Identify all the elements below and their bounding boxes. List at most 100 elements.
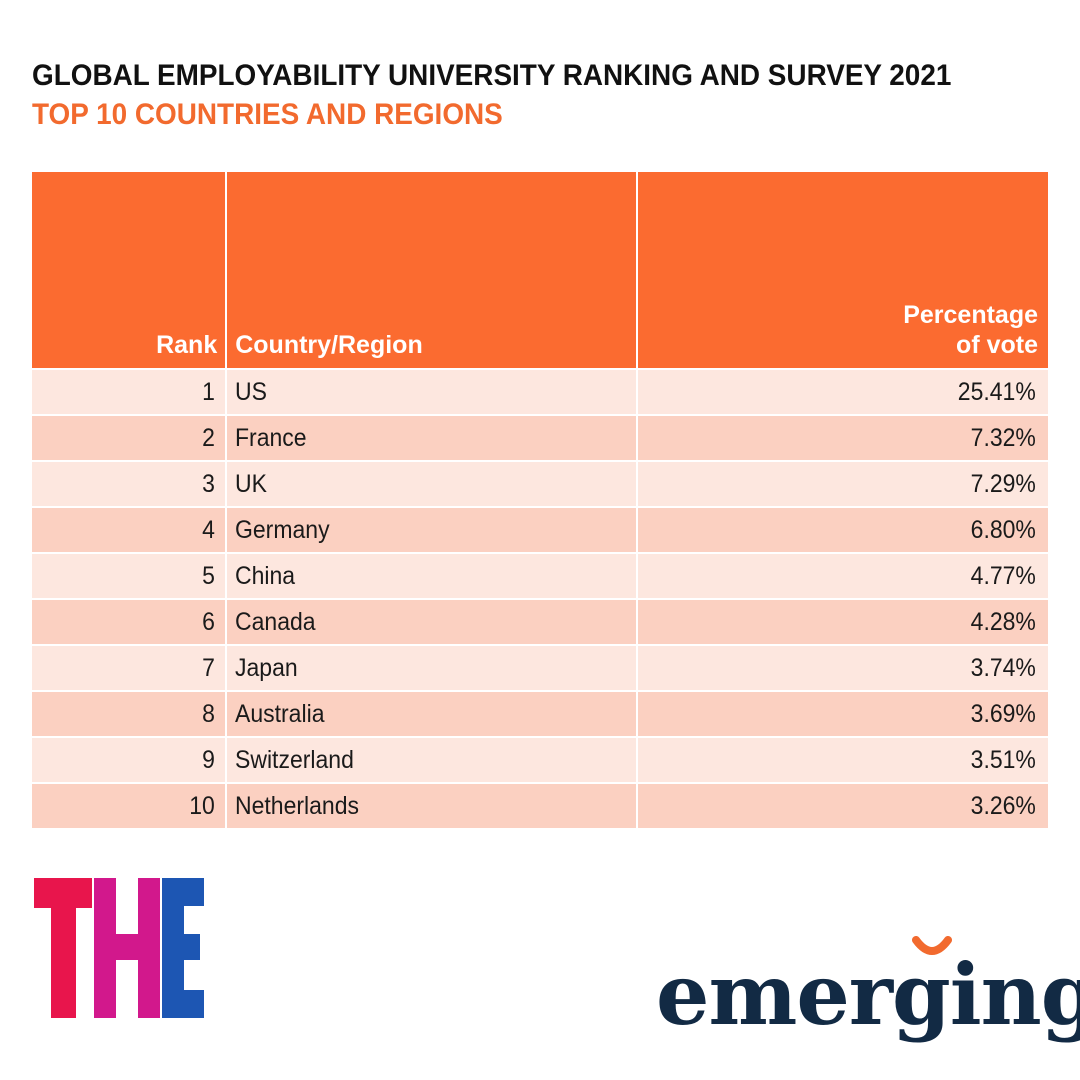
rank-cell-text: 8 — [202, 700, 216, 728]
rank-cell-text: 9 — [202, 746, 216, 774]
column-divider — [635, 784, 638, 828]
header-rank: Rank — [32, 172, 226, 368]
table-row: 3 UK 7.29% — [32, 462, 1048, 506]
rank-cell: 2 — [32, 416, 226, 460]
percentage-cell: 6.80% — [637, 508, 1048, 552]
column-divider — [635, 646, 638, 690]
rank-cell-text: 1 — [202, 378, 216, 406]
table-row: 4 Germany 6.80% — [32, 508, 1048, 552]
table-header-row: Rank Country/Region Percentage of vote — [32, 172, 1048, 368]
table-row: 5 China 4.77% — [32, 554, 1048, 598]
country-cell: Switzerland — [227, 738, 636, 782]
country-cell: US — [227, 370, 636, 414]
percentage-cell: 3.51% — [637, 738, 1048, 782]
percentage-cell: 7.32% — [637, 416, 1048, 460]
column-divider — [225, 646, 228, 690]
percentage-cell-text: 4.28% — [970, 608, 1036, 636]
the-logo-e — [162, 878, 204, 1018]
header-percentage: Percentage of vote — [637, 172, 1048, 368]
column-divider — [225, 370, 228, 414]
rank-cell: 8 — [32, 692, 226, 736]
country-cell-text: US — [235, 378, 268, 406]
percentage-cell-text: 25.41% — [957, 378, 1036, 406]
table-row: 9 Switzerland 3.51% — [32, 738, 1048, 782]
column-divider — [225, 738, 228, 782]
country-cell-text: Japan — [235, 654, 298, 682]
header-percentage-label: Percentage of vote — [903, 301, 1038, 359]
percentage-cell: 7.29% — [637, 462, 1048, 506]
rank-cell: 7 — [32, 646, 226, 690]
table-row: 6 Canada 4.28% — [32, 600, 1048, 644]
percentage-cell: 4.28% — [637, 600, 1048, 644]
country-cell: Germany — [227, 508, 636, 552]
column-divider — [635, 554, 638, 598]
table-body: 1 US 25.41% 2 France 7.32% 3 UK 7.29% 4 Germany 6.8… — [32, 370, 1048, 828]
column-divider — [635, 172, 638, 368]
country-cell: Netherlands — [227, 784, 636, 828]
table-row: 10 Netherlands 3.26% — [32, 784, 1048, 828]
column-divider — [635, 416, 638, 460]
column-divider — [225, 600, 228, 644]
percentage-cell-text: 7.29% — [970, 470, 1036, 498]
header-rank-label: Rank — [156, 331, 218, 359]
percentage-cell: 25.41% — [637, 370, 1048, 414]
column-divider — [225, 508, 228, 552]
rank-cell: 6 — [32, 600, 226, 644]
rank-cell-text: 6 — [202, 608, 216, 636]
country-cell-text: France — [235, 424, 307, 452]
column-divider — [225, 462, 228, 506]
column-divider — [635, 600, 638, 644]
rank-cell-text: 4 — [202, 516, 216, 544]
emerging-logo-text: emerging — [656, 945, 1080, 1044]
column-divider — [225, 554, 228, 598]
table-row: 7 Japan 3.74% — [32, 646, 1048, 690]
page-subtitle: TOP 10 COUNTRIES AND REGIONS — [32, 98, 503, 131]
column-divider — [225, 416, 228, 460]
emerging-smile-icon — [912, 936, 952, 955]
country-cell: China — [227, 554, 636, 598]
rank-cell: 5 — [32, 554, 226, 598]
the-logo — [34, 878, 204, 1018]
rank-cell: 9 — [32, 738, 226, 782]
column-divider — [635, 370, 638, 414]
column-divider — [635, 738, 638, 782]
rank-cell-text: 7 — [202, 654, 216, 682]
column-divider — [635, 508, 638, 552]
header-country-label: Country/Region — [235, 331, 423, 359]
country-cell: UK — [227, 462, 636, 506]
the-logo-h — [94, 878, 160, 1018]
percentage-cell-text: 3.51% — [970, 746, 1036, 774]
country-cell-text: Germany — [235, 516, 330, 544]
country-cell: Japan — [227, 646, 636, 690]
percentage-cell: 3.26% — [637, 784, 1048, 828]
country-cell-text: Australia — [235, 700, 325, 728]
country-cell: Canada — [227, 600, 636, 644]
the-logo-t — [34, 878, 92, 1018]
rank-cell: 10 — [32, 784, 226, 828]
page-title: GLOBAL EMPLOYABILITY UNIVERSITY RANKING … — [32, 59, 952, 92]
percentage-cell: 3.74% — [637, 646, 1048, 690]
column-divider — [225, 784, 228, 828]
country-cell: Australia — [227, 692, 636, 736]
country-cell-text: Canada — [235, 608, 316, 636]
country-cell-text: China — [235, 562, 296, 590]
column-divider — [225, 692, 228, 736]
column-divider — [635, 692, 638, 736]
percentage-cell-text: 7.32% — [970, 424, 1036, 452]
percentage-cell-text: 3.26% — [970, 792, 1036, 820]
country-cell-text: Switzerland — [235, 746, 355, 774]
percentage-cell: 3.69% — [637, 692, 1048, 736]
country-cell-text: Netherlands — [235, 792, 360, 820]
table-row: 1 US 25.41% — [32, 370, 1048, 414]
emerging-logo: emerging — [656, 930, 1080, 1050]
table-row: 8 Australia 3.69% — [32, 692, 1048, 736]
percentage-cell-text: 6.80% — [970, 516, 1036, 544]
table-row: 2 France 7.32% — [32, 416, 1048, 460]
percentage-cell-text: 3.69% — [970, 700, 1036, 728]
rank-cell-text: 2 — [202, 424, 216, 452]
column-divider — [635, 462, 638, 506]
rank-cell: 3 — [32, 462, 226, 506]
rank-cell-text: 5 — [202, 562, 216, 590]
percentage-cell-text: 3.74% — [970, 654, 1036, 682]
rank-cell-text: 10 — [189, 792, 216, 820]
